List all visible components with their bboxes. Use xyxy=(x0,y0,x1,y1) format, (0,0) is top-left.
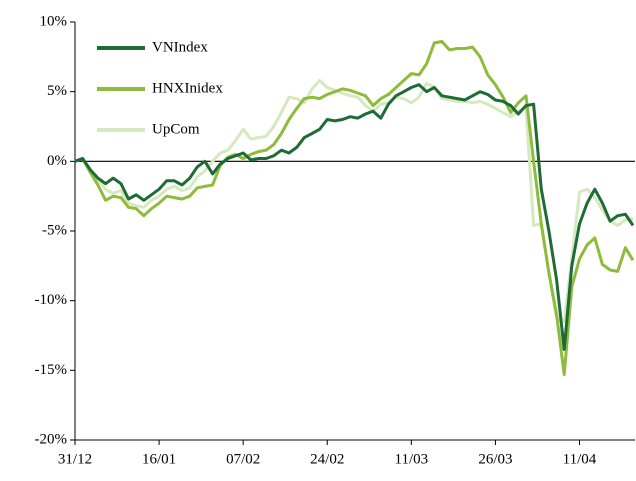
x-tick-label: 24/02 xyxy=(310,451,344,467)
y-tick-label: 0% xyxy=(47,153,67,169)
y-tick-label: -20% xyxy=(35,431,68,447)
series-line xyxy=(74,40,635,376)
y-tick-label: -5% xyxy=(42,222,67,238)
legend-label: HNXInidex xyxy=(152,80,223,96)
x-tick-label: 11/04 xyxy=(563,451,597,467)
x-tick-label: 07/02 xyxy=(226,451,260,467)
legend-label: UpCom xyxy=(152,121,200,137)
series-line xyxy=(74,83,635,351)
y-tick-label: -10% xyxy=(35,292,68,308)
legend-label: VNIndex xyxy=(152,39,208,55)
y-tick-label: 5% xyxy=(47,83,67,99)
x-tick-label: 11/03 xyxy=(395,451,429,467)
x-tick-label: 16/01 xyxy=(142,451,176,467)
y-tick-label: -15% xyxy=(35,362,68,378)
x-tick-label: 26/03 xyxy=(478,451,512,467)
y-tick-label: 10% xyxy=(40,13,68,29)
x-tick-label: 31/12 xyxy=(58,451,92,467)
